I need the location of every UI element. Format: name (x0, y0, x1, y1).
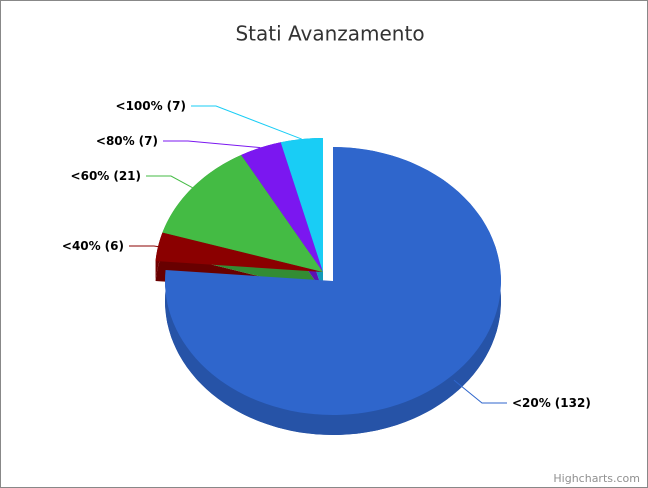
label-value: (7) (139, 134, 158, 148)
connector (453, 379, 507, 404)
connector (163, 140, 261, 149)
slice (241, 142, 323, 272)
data-label: <60% (21) (71, 169, 141, 183)
data-label: <80% (7) (96, 134, 158, 148)
label-category: <40% (62, 239, 101, 253)
data-label: <40% (6) (62, 239, 124, 253)
label-value: (21) (113, 169, 141, 183)
data-label: <20% (132) (512, 396, 591, 410)
label-value: (132) (555, 396, 591, 410)
connector (129, 245, 159, 248)
connector (146, 175, 193, 189)
data-label: <100% (7) (116, 99, 186, 113)
credits[interactable]: Highcharts.com (553, 472, 640, 485)
label-category: <100% (116, 99, 163, 113)
label-value: (7) (167, 99, 186, 113)
label-category: <60% (71, 169, 110, 183)
chart-title: Stati Avanzamento (235, 22, 424, 46)
label-category: <20% (512, 396, 551, 410)
slice (280, 138, 323, 272)
label-value: (6) (105, 239, 124, 253)
label-category: <80% (96, 134, 135, 148)
connector (191, 105, 302, 140)
slice (162, 154, 323, 272)
slice (165, 147, 501, 415)
slice (155, 232, 323, 272)
